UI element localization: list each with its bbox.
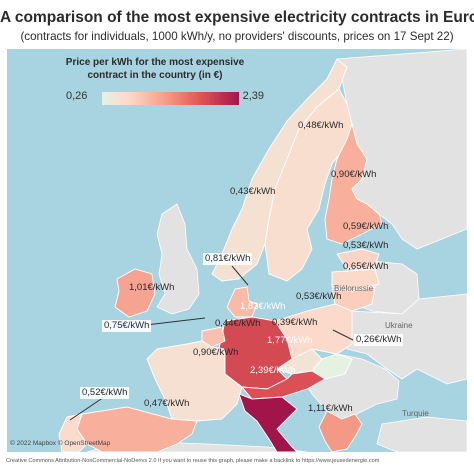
leader-slovakia [332, 329, 354, 341]
country-finland [324, 122, 383, 245]
country-greece [318, 410, 363, 452]
price-label-spain: 0,90€/kWh [193, 347, 239, 358]
legend-title-line1: Price per kWh for the most expensive [65, 57, 245, 68]
price-label-norway: 0,43€/kWh [230, 186, 276, 197]
price-label-ireland: 1,01€/kWh [129, 282, 175, 293]
country-italy [238, 393, 298, 452]
country-portugal [58, 413, 88, 452]
price-label-poland: 0,53€/kWh [296, 291, 342, 302]
legend-min-label: 0,26 [66, 90, 88, 102]
country-estonia [336, 248, 380, 270]
price-label-slovakia: 0,26€/kWh [354, 334, 404, 346]
price-label-italy: 2,39€/kWh [250, 365, 296, 376]
price-label-sweden: 0,48€/kWh [298, 120, 344, 131]
price-label-austria: 1,77€/kWh [267, 335, 313, 346]
region-label-ukraine: Ukraine [385, 321, 413, 330]
legend-title-line2: contract in the country (in €) [87, 69, 223, 81]
price-label-portugal: 0,52€/kWh [80, 387, 130, 399]
country-latvia [331, 268, 380, 292]
legend-max-label: 2,39 [242, 90, 264, 102]
region-label-belarus: Biélorussie [334, 284, 374, 293]
land-ukraine [346, 293, 467, 385]
country-france [146, 340, 243, 422]
legend-title: Price per kWh for the most expensive con… [62, 57, 248, 82]
country-poland [274, 303, 353, 360]
price-label-france: 0,44€/kWh [215, 318, 261, 329]
page-subtitle: (contracts for individuals, 1000 kWh/y, … [20, 30, 454, 43]
price-label-estonia: 0,59€/kWh [343, 221, 389, 232]
country-ireland [114, 268, 156, 318]
price-label-czechia: 0,39€/kWh [272, 317, 318, 328]
land-uk [156, 203, 200, 315]
price-label-denmark: 0,81€/kWh [203, 253, 253, 265]
color-legend: Price per kWh for the most expensive con… [62, 54, 264, 106]
price-label-spain-south: 0,47€/kWh [144, 398, 190, 409]
footer-license: Creative Commons Attribution-NonCommerci… [6, 458, 380, 464]
price-label-lithuania: 0,65€/kWh [343, 261, 389, 272]
page-title: A comparison of the most expensive elect… [0, 9, 474, 26]
country-norway [211, 58, 348, 282]
region-label-turkey: Turquie [402, 409, 429, 418]
price-label-latvia: 0,53€/kWh [343, 240, 389, 251]
map-attribution: © 2022 Mapbox © OpenStreetMap [10, 440, 111, 447]
price-label-finland: 0,90€/kWh [331, 169, 377, 180]
land-turkey [376, 416, 467, 452]
leader-denmark [231, 265, 249, 286]
leader-belgium [145, 317, 206, 326]
country-denmark [226, 286, 258, 318]
price-label-germany: 1,83€/kWh [240, 301, 286, 312]
country-belgium [201, 326, 226, 348]
price-label-belgium: 0,75€/kWh [102, 320, 152, 332]
map-canvas[interactable]: Biélorussie Ukraine Turquie 0,48€/kWh 0,… [7, 49, 467, 452]
map-svg [58, 49, 467, 452]
legend-gradient-bar [102, 92, 239, 105]
price-label-greece: 1,11€/kWh [308, 403, 353, 414]
